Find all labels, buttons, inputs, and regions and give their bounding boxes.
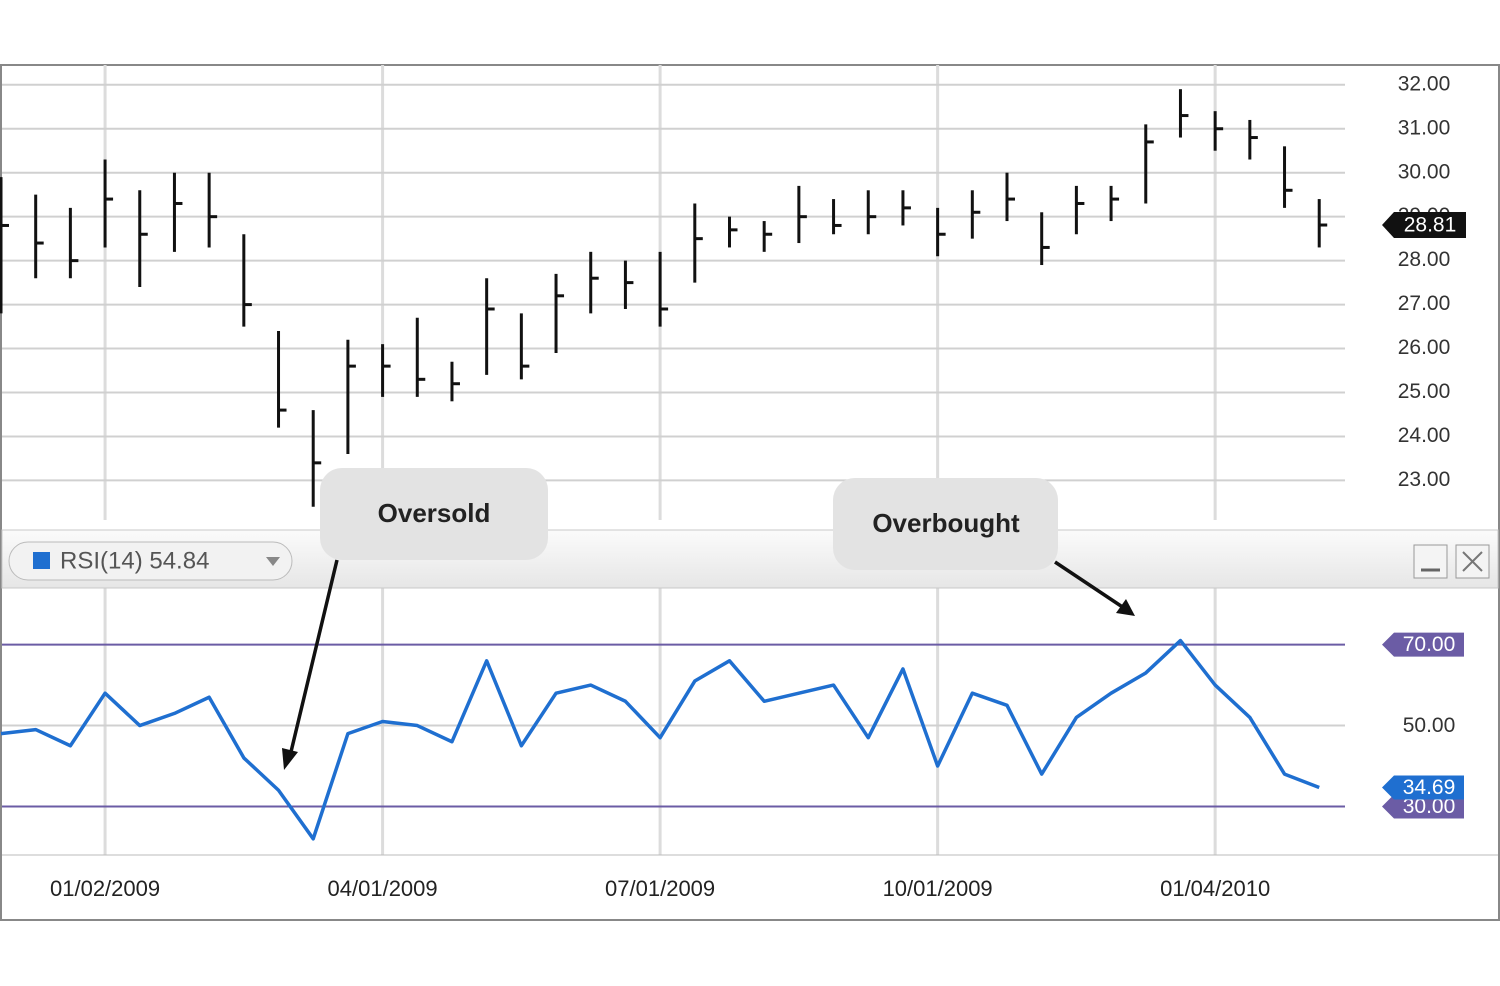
legend-swatch [33,552,50,569]
y-tick-label: 25.00 [1398,380,1451,403]
grid [2,65,1345,855]
arrow-head [1116,599,1135,616]
value-label: 28.81 [1404,214,1457,237]
marks [0,89,1328,841]
x-tick-label: 01/04/2010 [1160,876,1270,901]
x-tick-label: 07/01/2009 [605,876,715,901]
chart-frame [0,64,1500,921]
y-tick-label: 31.00 [1398,116,1451,139]
indicator-pill[interactable] [8,541,293,581]
callout [320,468,548,560]
tick-badge [1382,632,1464,657]
arrow-head [282,748,298,770]
x-tick-label: 01/02/2009 [50,876,160,901]
y-tick-label: 24.00 [1398,424,1451,447]
y-tick-label: 27.00 [1398,292,1451,315]
arrow [1054,560,1125,610]
legend-label: RSI(14) 54.84 [60,547,209,574]
y-tick-label: 30.00 [1398,160,1451,183]
value-badge [1382,775,1464,800]
arrow [288,559,339,757]
annotation: Oversold [378,498,491,528]
y-tick-label: 28.00 [1398,248,1451,271]
y-tick-label: 70.00 [1403,633,1456,656]
value-badge [1382,212,1466,239]
y-tick-label: 30.00 [1403,795,1456,818]
x-tick-label: 04/01/2009 [328,876,438,901]
tick-badge [1382,794,1464,819]
value-label: 34.69 [1403,776,1456,799]
y-tick-label: 32.00 [1398,72,1451,95]
x-tick-label: 10/01/2009 [883,876,993,901]
rsi-line [0,638,1320,841]
y-tick-label: 23.00 [1398,468,1451,491]
close-icon [1462,551,1483,572]
dropdown-arrow[interactable] [266,557,280,566]
y-tick-label: 50.00 [1403,714,1456,737]
callout [833,478,1058,570]
minimize-button[interactable] [1413,544,1448,579]
annotation: Overbought [872,508,1020,538]
annotations: Oversold Overbought [282,468,1135,770]
y-tick-label: 26.00 [1398,336,1451,359]
